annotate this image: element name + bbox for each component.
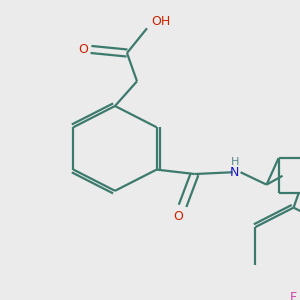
Text: OH: OH [151, 15, 170, 28]
Text: H: H [230, 157, 239, 167]
Text: O: O [174, 210, 184, 223]
Text: O: O [78, 43, 88, 56]
Text: F: F [290, 291, 297, 300]
Text: N: N [230, 166, 239, 179]
